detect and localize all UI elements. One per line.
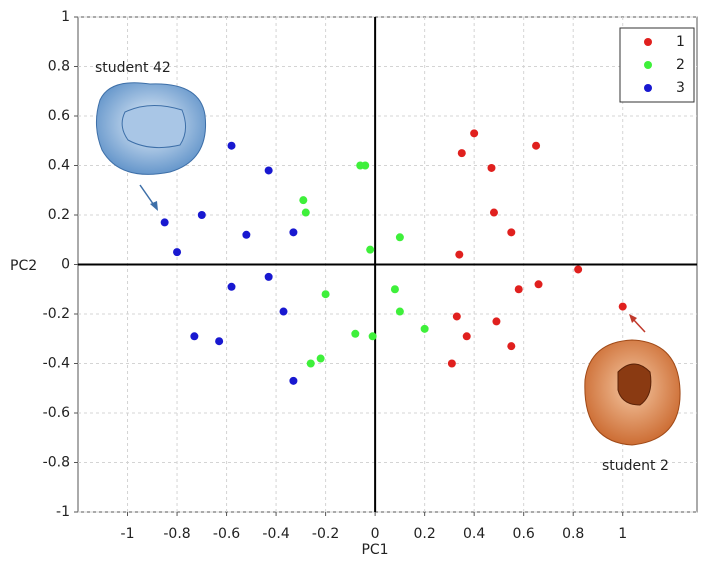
point <box>396 308 404 316</box>
point <box>455 251 463 259</box>
point <box>173 248 181 256</box>
legend: 1 2 3 <box>620 28 694 102</box>
point <box>492 317 500 325</box>
legend-marker <box>644 61 652 69</box>
point <box>507 342 515 350</box>
tooth-student-2 <box>585 340 680 445</box>
point <box>369 332 377 340</box>
point <box>448 360 456 368</box>
x-tick-label: 0 <box>371 526 380 542</box>
point <box>490 209 498 217</box>
y-tick-label: -1 <box>56 504 70 520</box>
point <box>302 209 310 217</box>
legend-label: 1 <box>676 34 685 50</box>
point <box>280 308 288 316</box>
point <box>463 332 471 340</box>
point <box>242 231 250 239</box>
y-tick-label: 0.4 <box>48 158 70 174</box>
point <box>161 218 169 226</box>
x-tick-label: 0.4 <box>463 526 485 542</box>
x-tick-label: 0.2 <box>414 526 436 542</box>
legend-label: 3 <box>676 80 685 96</box>
point <box>619 303 627 311</box>
y-tick-label: -0.8 <box>43 455 70 471</box>
point <box>190 332 198 340</box>
point <box>361 162 369 170</box>
point <box>453 312 461 320</box>
point <box>470 129 478 137</box>
y-tick-label: 0.2 <box>48 207 70 223</box>
point <box>535 280 543 288</box>
point <box>289 228 297 236</box>
y-tick-label: -0.4 <box>43 356 70 372</box>
point <box>391 285 399 293</box>
point <box>574 265 582 273</box>
point <box>317 355 325 363</box>
point <box>366 246 374 254</box>
annotation: student 2 <box>602 458 669 474</box>
legend-marker <box>644 38 652 46</box>
annotation: student 42 <box>95 60 171 76</box>
x-tick-label: 0.6 <box>513 526 535 542</box>
point <box>265 273 273 281</box>
x-tick-label: -0.6 <box>213 526 240 542</box>
point <box>421 325 429 333</box>
point <box>351 330 359 338</box>
x-tick-label: -0.8 <box>163 526 190 542</box>
point <box>228 142 236 150</box>
point <box>265 166 273 174</box>
point <box>487 164 495 172</box>
point <box>228 283 236 291</box>
y-tick-label: 0.8 <box>48 59 70 75</box>
y-tick-label: -0.2 <box>43 306 70 322</box>
point <box>458 149 466 157</box>
point <box>507 228 515 236</box>
legend-label: 2 <box>676 57 685 73</box>
x-tick-label: 0.8 <box>562 526 584 542</box>
y-axis-label: PC2 <box>10 258 37 274</box>
point <box>532 142 540 150</box>
point <box>515 285 523 293</box>
point <box>289 377 297 385</box>
point <box>299 196 307 204</box>
x-tick-label: 1 <box>618 526 627 542</box>
point <box>307 360 315 368</box>
tooth-student-42 <box>96 83 205 175</box>
point <box>198 211 206 219</box>
point <box>215 337 223 345</box>
point <box>322 290 330 298</box>
x-tick-label: -1 <box>121 526 135 542</box>
y-tick-label: 1 <box>61 9 70 25</box>
point <box>396 233 404 241</box>
x-tick-label: -0.4 <box>262 526 289 542</box>
y-tick-label: 0.6 <box>48 108 70 124</box>
y-tick-label: 0 <box>61 257 70 273</box>
x-tick-label: -0.2 <box>312 526 339 542</box>
chart: student 42 student 2 PC1 PC2 1 2 3 -1 -0.8 -… <box>0 0 716 561</box>
x-axis-label: PC1 <box>361 542 388 558</box>
legend-marker <box>644 84 652 92</box>
y-tick-label: -0.6 <box>43 405 70 421</box>
